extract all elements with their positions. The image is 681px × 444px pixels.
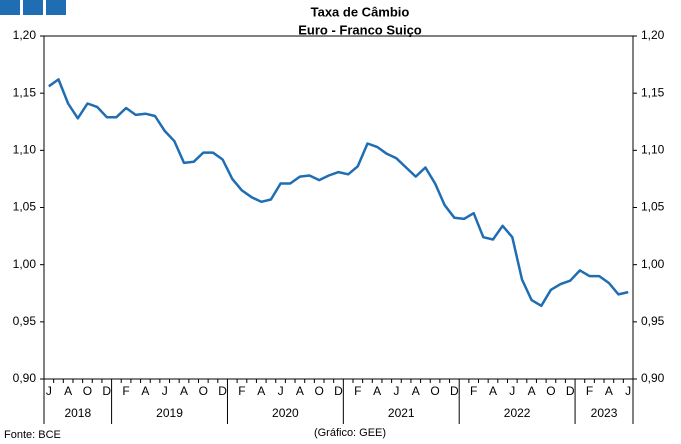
x-tick-label: A [528, 384, 536, 398]
x-tick-label: J [393, 384, 399, 398]
y2-tick-label: 1,00 [641, 257, 665, 271]
x-tick-label: O [315, 384, 324, 398]
x-tick-label: F [470, 384, 477, 398]
y2-tick-label: 0,95 [641, 314, 665, 328]
logo-square [46, 0, 66, 15]
group-label: 2021 [388, 406, 415, 420]
chart-subtitle: Euro - Franco Suiço [298, 22, 422, 37]
x-tick-label: D [566, 384, 575, 398]
x-tick-label: A [180, 384, 188, 398]
y2-tick-label: 1,20 [641, 28, 665, 42]
x-tick-label: D [102, 384, 111, 398]
logo-square [23, 0, 43, 15]
x-tick-label: J [46, 384, 52, 398]
plot-frame [43, 35, 634, 380]
x-tick-label: O [546, 384, 555, 398]
y-tick-label: 1,20 [13, 28, 37, 42]
y2-tick-label: 1,15 [641, 85, 665, 99]
x-tick-label: F [354, 384, 361, 398]
group-label: 2023 [591, 406, 618, 420]
x-tick-label: A [296, 384, 304, 398]
x-tick-label: D [218, 384, 227, 398]
y-tick-label: 1,15 [13, 85, 37, 99]
y2-tick-label: 1,05 [641, 200, 665, 214]
y-tick-label: 0,90 [13, 371, 37, 385]
y-tick-label: 1,00 [13, 257, 37, 271]
logo-square [0, 0, 20, 15]
x-tick-label: A [141, 384, 149, 398]
group-label: 2022 [504, 406, 531, 420]
group-label: 2018 [64, 406, 91, 420]
x-tick-label: O [199, 384, 208, 398]
data-line [48, 78, 629, 308]
x-tick-label: O [83, 384, 92, 398]
y2-tick-label: 0,90 [641, 371, 665, 385]
x-tick-label: D [450, 384, 459, 398]
x-tick-label: F [586, 384, 593, 398]
credit: (Gráfico: GEE) [314, 427, 386, 439]
chart-title: Taxa de Câmbio [311, 4, 410, 19]
group-label: 2020 [272, 406, 299, 420]
x-tick-label: J [278, 384, 284, 398]
x-tick-label: J [162, 384, 168, 398]
x-tick-label: A [373, 384, 381, 398]
group-label: 2019 [156, 406, 183, 420]
y-tick-label: 1,10 [13, 143, 37, 157]
x-tick-label: J [625, 384, 631, 398]
source: Fonte: BCE [4, 429, 61, 441]
x-tick-label: J [509, 384, 515, 398]
x-tick-label: A [64, 384, 72, 398]
x-tick-label: D [334, 384, 343, 398]
x-tick-label: A [412, 384, 420, 398]
x-tick-label: A [257, 384, 265, 398]
x-tick-label: F [238, 384, 245, 398]
y-tick-label: 0,95 [13, 314, 37, 328]
x-tick-label: O [430, 384, 439, 398]
y2-tick-label: 1,10 [641, 143, 665, 157]
x-tick-label: F [122, 384, 129, 398]
x-tick-label: A [605, 384, 613, 398]
x-tick-label: A [489, 384, 497, 398]
y-tick-label: 1,05 [13, 200, 37, 214]
